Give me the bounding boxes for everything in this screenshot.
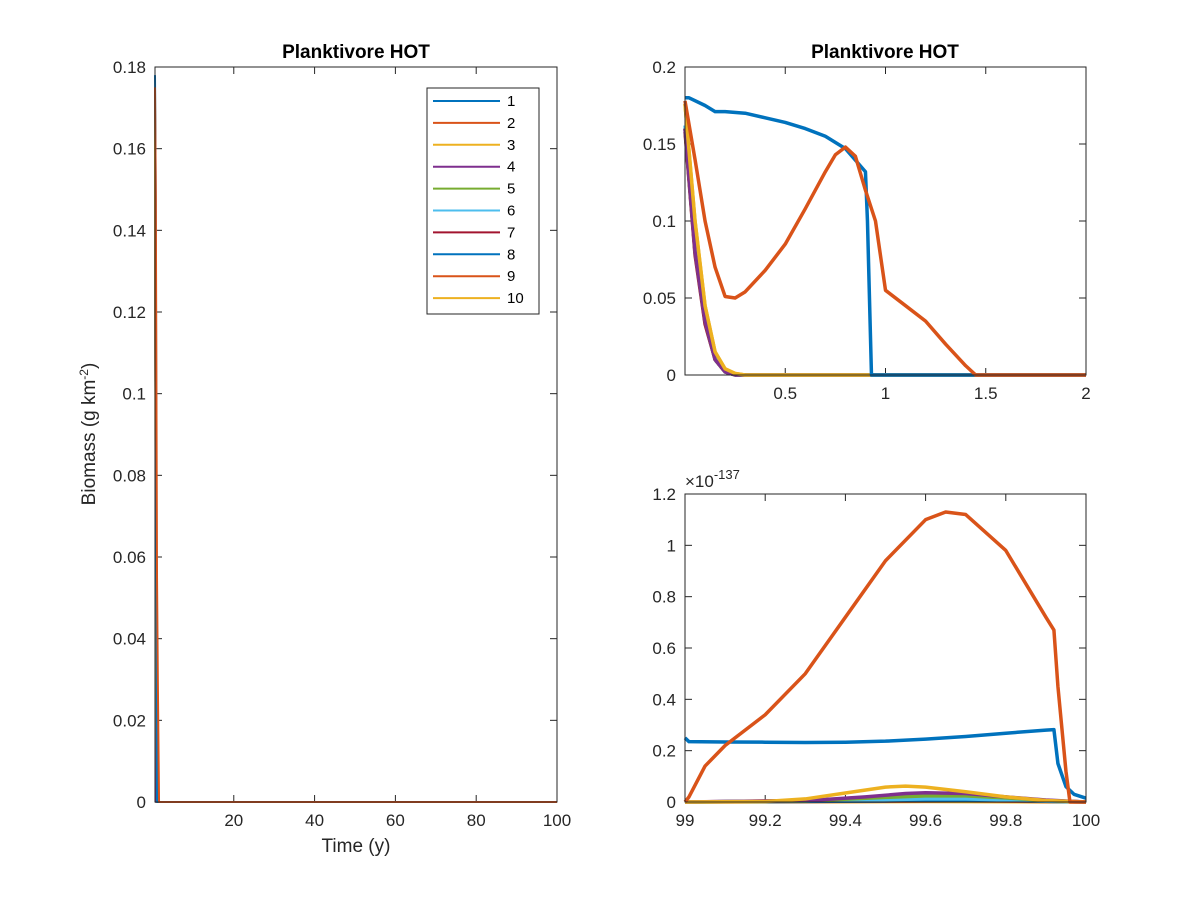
x-tick-label: 99 (676, 811, 695, 830)
x-tick-label: 1 (881, 384, 890, 403)
x-tick-label: 40 (305, 811, 324, 830)
exponent-superscript: -137 (714, 467, 740, 482)
y-tick-label: 0 (667, 366, 676, 385)
y-tick-label: 0.04 (113, 630, 146, 649)
series-line-2 (683, 100, 1086, 377)
exponent-label: ×10-137 (685, 467, 740, 491)
y-tick-label: 0.2 (652, 58, 676, 77)
y-tick-label: 0.12 (113, 303, 146, 322)
legend-label: 2 (507, 115, 515, 132)
y-tick-label: 0.02 (113, 711, 146, 730)
x-axis-label: Time (y) (322, 836, 391, 857)
x-tick-label: 99.6 (909, 811, 942, 830)
legend-label: 6 (507, 203, 515, 220)
x-tick-label: 0.5 (773, 384, 797, 403)
y-tick-label: 0.1 (122, 385, 146, 404)
series-line-2 (683, 510, 1086, 804)
y-tick-label: 0.15 (643, 135, 676, 154)
series-line-1 (685, 96, 1086, 377)
legend-label: 7 (507, 224, 515, 241)
y-tick-label: 0.2 (652, 742, 676, 761)
x-tick-label: 99.8 (989, 811, 1022, 830)
x-tick-label: 100 (543, 811, 571, 830)
x-tick-label: 99.4 (829, 811, 862, 830)
legend-label: 1 (507, 93, 515, 110)
y-axis-label-close: ) (79, 363, 100, 369)
y-tick-label: 1 (667, 536, 676, 555)
y-tick-label: 0.16 (113, 140, 146, 159)
legend-items: 1 2 3 4 5 6 7 8 9 10 (433, 93, 524, 307)
chart-title: Planktivore HOT (282, 42, 430, 63)
y-tick-label: 0.4 (652, 690, 676, 709)
exponent-prefix: ×10 (685, 472, 714, 491)
series-line-1 (683, 727, 1087, 800)
panel-bottom-right: ×10-137 99 99.2 99.4 99.6 99.8 100 0 0.2 0.4 0.6 0… (652, 467, 1100, 830)
panel-top-right: Planktivore HOT 0.5 1 1.5 2 0 0.05 0.1 0.15 0.2 (643, 42, 1091, 403)
y-tick-label: 0 (137, 793, 146, 812)
x-tick-label: 20 (224, 811, 243, 830)
y-tick-label: 0.08 (113, 466, 146, 485)
tick-group: 0.5 1 1.5 2 0 0.05 0.1 0.15 0.2 (643, 58, 1091, 403)
x-tick-label: 99.2 (749, 811, 782, 830)
legend-label: 9 (507, 268, 515, 285)
x-tick-label: 80 (467, 811, 486, 830)
y-axis-label-superscript: -2 (77, 369, 91, 380)
y-tick-label: 0.8 (652, 588, 676, 607)
legend-label: 3 (507, 137, 515, 154)
axes-frame (684, 493, 1087, 803)
x-tick-label: 60 (386, 811, 405, 830)
panel-left: Planktivore HOT Time (y) Biomass (g km-2… (77, 42, 571, 857)
legend: 1 2 3 4 5 6 7 8 9 10 (426, 87, 540, 315)
y-axis-label-main: Biomass (g km (79, 380, 100, 506)
y-tick-label: 0.14 (113, 221, 146, 240)
x-tick-label: 1.5 (974, 384, 998, 403)
y-tick-label: 0 (667, 793, 676, 812)
y-tick-label: 1.2 (652, 485, 676, 504)
axes-frame (154, 66, 558, 803)
chart-title: Planktivore HOT (811, 42, 959, 63)
y-tick-label: 0.18 (113, 58, 146, 77)
x-tick-label: 100 (1072, 811, 1100, 830)
tick-group: 20 40 60 80 100 0 0.02 0.04 0.06 0.08 0.1 0.12 0.14 0… (113, 58, 571, 830)
legend-label: 8 (507, 246, 515, 263)
y-tick-label: 0.6 (652, 639, 676, 658)
y-tick-label: 0.05 (643, 289, 676, 308)
legend-label: 5 (507, 181, 515, 198)
y-tick-label: 0.06 (113, 548, 146, 567)
series-line-3 (684, 784, 1087, 804)
legend-label: 4 (507, 159, 515, 176)
legend-label: 10 (507, 290, 524, 307)
axes-frame (684, 66, 1087, 376)
y-tick-label: 0.1 (652, 212, 676, 231)
y-axis-label: Biomass (g km-2) (77, 363, 100, 506)
x-tick-label: 2 (1081, 384, 1090, 403)
